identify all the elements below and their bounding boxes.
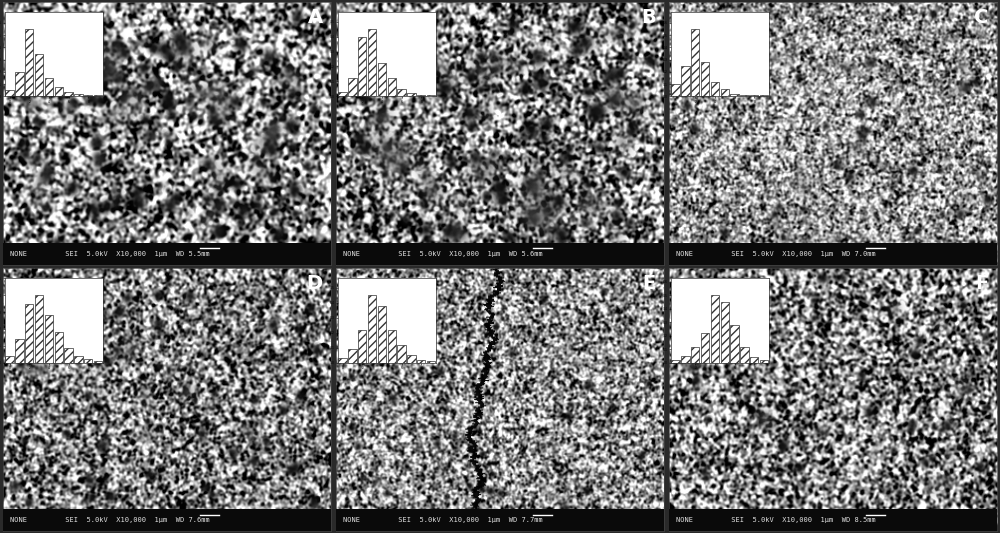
Text: NONE         SEI  5.0kV  X10,000  1μm  WD 8.5mm: NONE SEI 5.0kV X10,000 1μm WD 8.5mm	[676, 517, 875, 523]
Bar	[3, 509, 331, 531]
Bar	[336, 509, 664, 531]
Bar	[669, 243, 997, 265]
Text: B: B	[641, 8, 656, 27]
Text: NONE         SEI  5.0kV  X10,000  1μm  WD 7.7mm: NONE SEI 5.0kV X10,000 1μm WD 7.7mm	[343, 517, 542, 523]
Text: F: F	[976, 274, 989, 294]
Bar	[669, 509, 997, 531]
Text: NONE         SEI  5.0kV  X10,000  1μm  WD 7.0mm: NONE SEI 5.0kV X10,000 1μm WD 7.0mm	[676, 251, 875, 256]
Text: D: D	[307, 274, 323, 294]
Bar	[3, 243, 331, 265]
Text: NONE         SEI  5.0kV  X10,000  1μm  WD 7.6mm: NONE SEI 5.0kV X10,000 1μm WD 7.6mm	[10, 517, 209, 523]
Text: NONE         SEI  5.0kV  X10,000  1μm  WD 5.6mm: NONE SEI 5.0kV X10,000 1μm WD 5.6mm	[343, 251, 542, 256]
Text: E: E	[643, 274, 656, 294]
Text: A: A	[308, 8, 323, 27]
Text: C: C	[974, 8, 989, 27]
Text: NONE         SEI  5.0kV  X10,000  1μm  WD 5.5mm: NONE SEI 5.0kV X10,000 1μm WD 5.5mm	[10, 251, 209, 256]
Bar	[336, 243, 664, 265]
